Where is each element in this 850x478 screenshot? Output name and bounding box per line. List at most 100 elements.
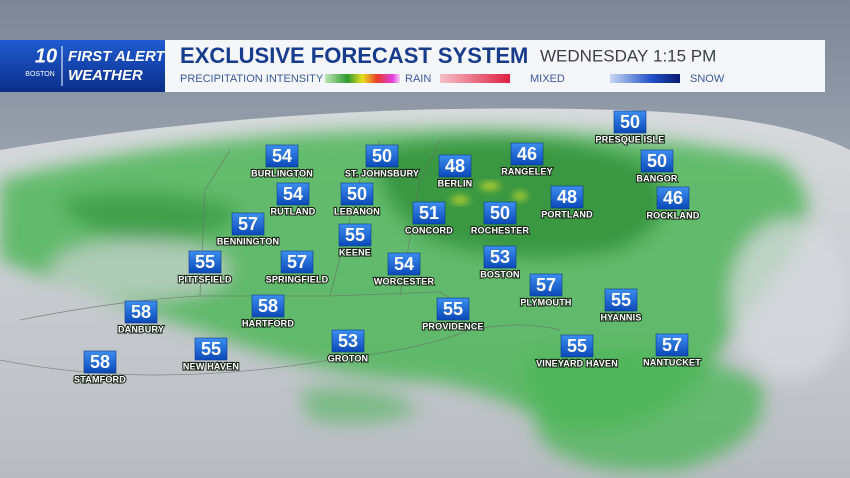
temp: 54 xyxy=(394,254,414,274)
city-name: ST. JOHNSBURY xyxy=(345,168,419,178)
temp-box xyxy=(550,185,584,209)
city-name: HYANNIS xyxy=(600,312,641,322)
temp: 57 xyxy=(536,275,556,295)
temp: 54 xyxy=(283,184,303,204)
temp-box xyxy=(231,212,265,236)
temp-box xyxy=(510,142,544,166)
legend-snow: SNOW xyxy=(690,73,725,85)
temp-box xyxy=(331,329,365,353)
temp-box xyxy=(365,144,399,168)
city-name: NEW HAVEN xyxy=(183,361,239,371)
temp: 54 xyxy=(272,146,292,166)
city-name: PLYMOUTH xyxy=(520,297,571,307)
city-name: STAMFORD xyxy=(74,374,126,384)
temp-box xyxy=(483,245,517,269)
temp: 55 xyxy=(567,336,587,356)
logo-box xyxy=(0,40,165,92)
header-bar xyxy=(165,40,825,92)
city-name: RUTLAND xyxy=(271,206,316,216)
temp: 57 xyxy=(287,252,307,272)
temp: 50 xyxy=(347,184,367,204)
temp: 53 xyxy=(338,331,358,351)
city-name: RANGELEY xyxy=(501,166,553,176)
mixed-scale xyxy=(440,74,510,83)
city-markers: 50 PRESQUE ISLE 54 BURLINGTON 50 ST. JOHNSBUR… xyxy=(73,110,702,385)
temp-box xyxy=(83,350,117,374)
temp-box xyxy=(412,201,446,225)
city-name: SPRINGFIELD xyxy=(266,274,329,284)
city-name: BANGOR xyxy=(636,173,677,183)
temp-box xyxy=(188,250,222,274)
rain-scale xyxy=(325,74,400,83)
city-name: GROTON xyxy=(328,353,369,363)
temp-box xyxy=(251,294,285,318)
temp: 50 xyxy=(647,151,667,171)
temp-box xyxy=(340,182,374,206)
legend-rain: RAIN xyxy=(405,73,431,85)
temp-box xyxy=(529,273,563,297)
city-name: BERLIN xyxy=(438,178,473,188)
temp-box xyxy=(387,252,421,276)
temp: 50 xyxy=(620,112,640,132)
snow-scale xyxy=(610,74,680,83)
temp: 58 xyxy=(258,296,278,316)
temp: 58 xyxy=(90,352,110,372)
temp-box xyxy=(560,334,594,358)
city-name: NANTUCKET xyxy=(643,357,701,367)
time: 1:15 PM xyxy=(653,46,716,65)
temp: 48 xyxy=(445,156,465,176)
city-name: PORTLAND xyxy=(541,209,593,219)
city-name: DANBURY xyxy=(118,324,164,334)
city-name: BENNINGTON xyxy=(217,236,279,246)
temp-box xyxy=(280,250,314,274)
temp: 51 xyxy=(419,203,439,223)
temp-box xyxy=(124,300,158,324)
temp: 48 xyxy=(557,187,577,207)
temp: 55 xyxy=(443,299,463,319)
temp: 53 xyxy=(490,247,510,267)
temp: 57 xyxy=(662,335,682,355)
title: EXCLUSIVE FORECAST SYSTEM xyxy=(180,43,528,68)
city-name: ROCHESTER xyxy=(471,225,530,235)
city-name: VINEYARD HAVEN xyxy=(536,358,618,368)
city-name: HARTFORD xyxy=(242,318,294,328)
logo-brand: FIRST ALERT xyxy=(68,48,167,65)
temp: 55 xyxy=(195,252,215,272)
city-name: KEENE xyxy=(339,247,371,257)
city-name: PRESQUE ISLE xyxy=(596,134,665,144)
temp: 55 xyxy=(201,339,221,359)
logo-channel: 10 xyxy=(35,45,57,67)
temp-box xyxy=(438,154,472,178)
legend-label: PRECIPITATION INTENSITY xyxy=(180,73,324,85)
heavy-rain-cells xyxy=(451,183,527,203)
temp: 46 xyxy=(663,188,683,208)
day: WEDNESDAY xyxy=(540,46,648,65)
temp: 55 xyxy=(611,290,631,310)
city-name: CONCORD xyxy=(405,225,453,235)
temp-box xyxy=(483,201,517,225)
temp-box xyxy=(604,288,638,312)
city-name: BURLINGTON xyxy=(251,168,313,178)
temp: 57 xyxy=(238,214,258,234)
city-name: BOSTON xyxy=(480,269,520,279)
temp-box xyxy=(194,337,228,361)
temp-box xyxy=(436,297,470,321)
precipitation xyxy=(0,129,850,472)
temp-box xyxy=(276,182,310,206)
temp-box xyxy=(265,144,299,168)
temp-box xyxy=(338,223,372,247)
temp: 55 xyxy=(345,225,365,245)
city-name: LEBANON xyxy=(334,206,380,216)
temp-box xyxy=(640,149,674,173)
city-name: WORCESTER xyxy=(374,276,435,286)
city-name: ROCKLAND xyxy=(646,210,699,220)
legend-mixed: MIXED xyxy=(530,73,565,85)
temp: 50 xyxy=(372,146,392,166)
temp: 58 xyxy=(131,302,151,322)
temp: 46 xyxy=(517,144,537,164)
temp-box xyxy=(656,186,690,210)
temp-box xyxy=(613,110,647,134)
logo-station: BOSTON xyxy=(25,71,54,78)
